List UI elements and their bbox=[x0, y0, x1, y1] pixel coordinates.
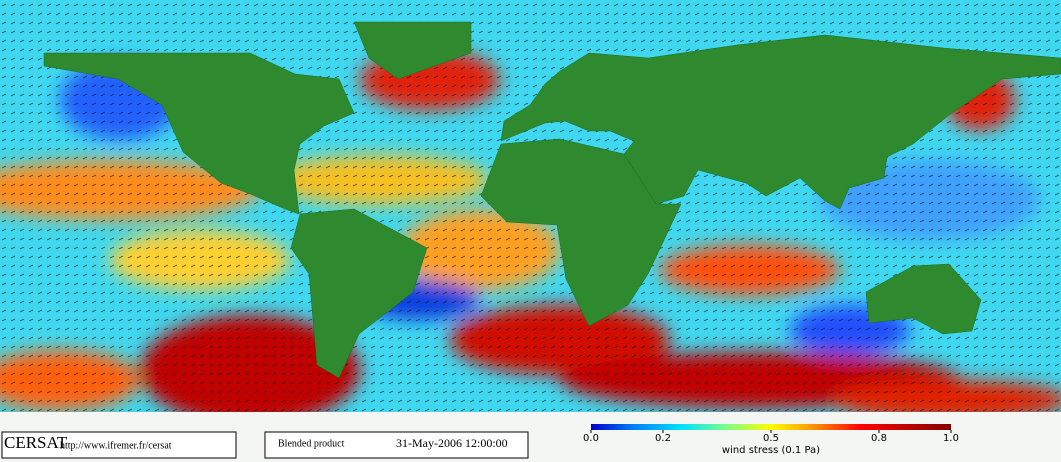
url: http://www.ifremer.fr/cersat bbox=[60, 440, 172, 451]
colorbar-tick-label: 0.5 bbox=[763, 433, 779, 444]
logo-box bbox=[1, 431, 237, 459]
north-america bbox=[43, 52, 355, 215]
australia bbox=[865, 263, 982, 335]
eurasia bbox=[500, 34, 1061, 210]
colorbar: wind stress (0.1 Pa) 0.0 0.2 0.5 0.8 1.0 bbox=[583, 424, 959, 456]
colorbar-tick-label: 0.2 bbox=[655, 433, 671, 444]
colorbar-ramp bbox=[591, 424, 951, 430]
colorbar-tick-label: 1.0 bbox=[943, 433, 959, 444]
colorbar-tick-label: 0.8 bbox=[871, 433, 887, 444]
colorbar-label: wind stress (0.1 Pa) bbox=[722, 445, 820, 456]
info-box bbox=[264, 431, 529, 459]
land bbox=[43, 21, 1061, 379]
logo: CERSAT bbox=[4, 433, 68, 452]
colorbar-tick-label: 0.0 bbox=[583, 433, 599, 444]
africa bbox=[480, 138, 682, 327]
footer: CERSAT http://www.ifremer.fr/cersat Blen… bbox=[1, 431, 529, 459]
greenland bbox=[353, 21, 472, 80]
south-america bbox=[290, 208, 428, 379]
date: 31-May-2006 12:00:00 bbox=[396, 436, 508, 450]
product: Blended product bbox=[278, 438, 345, 449]
